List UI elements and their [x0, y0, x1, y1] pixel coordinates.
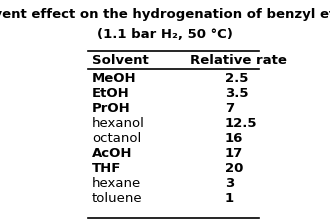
Text: 2.5: 2.5 [225, 72, 248, 85]
Text: Solvent effect on the hydrogenation of benzyl ether: Solvent effect on the hydrogenation of b… [0, 8, 330, 21]
Text: 16: 16 [225, 132, 243, 145]
Text: THF: THF [92, 162, 121, 175]
Text: 1: 1 [225, 192, 234, 205]
Text: 7: 7 [225, 102, 234, 115]
Text: hexane: hexane [92, 177, 141, 190]
Text: PrOH: PrOH [92, 102, 131, 115]
Text: 3: 3 [225, 177, 234, 190]
Text: Relative rate: Relative rate [190, 54, 287, 67]
Text: MeOH: MeOH [92, 72, 136, 85]
Text: EtOH: EtOH [92, 87, 129, 100]
Text: octanol: octanol [92, 132, 141, 145]
Text: 12.5: 12.5 [225, 117, 257, 130]
Text: (1.1 bar H₂, 50 °C): (1.1 bar H₂, 50 °C) [97, 28, 233, 41]
Text: toluene: toluene [92, 192, 142, 205]
Text: 20: 20 [225, 162, 243, 175]
Text: AcOH: AcOH [92, 147, 132, 160]
Text: 17: 17 [225, 147, 243, 160]
Text: Solvent: Solvent [92, 54, 148, 67]
Text: 3.5: 3.5 [225, 87, 248, 100]
Text: hexanol: hexanol [92, 117, 145, 130]
